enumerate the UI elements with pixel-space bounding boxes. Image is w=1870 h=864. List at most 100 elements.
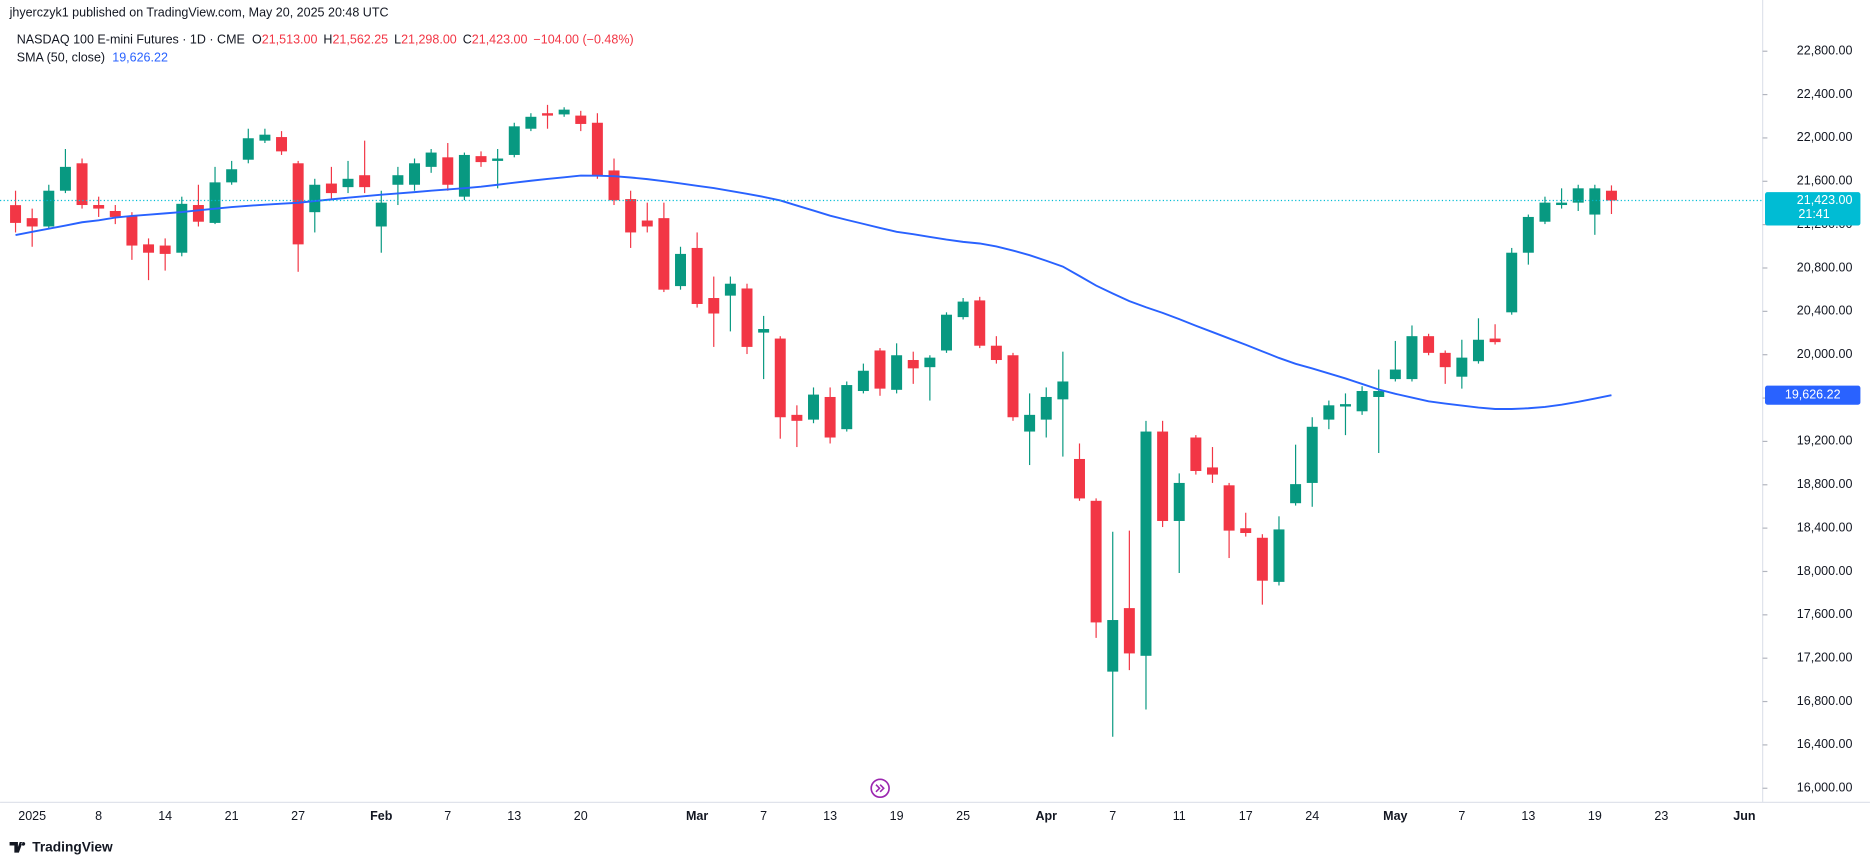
candle-body	[1522, 216, 1534, 253]
y-tick-label: 17,600.00	[1797, 607, 1853, 621]
candle-body	[891, 355, 903, 390]
x-tick-label: 2025	[18, 809, 46, 823]
candle-body	[874, 350, 886, 389]
ohlc-key: L	[394, 33, 401, 47]
x-tick-label: 25	[956, 809, 970, 823]
y-tick-label: 16,400.00	[1797, 737, 1853, 751]
event-icon[interactable]	[870, 778, 890, 799]
candle-body	[492, 158, 504, 161]
candle-body	[1123, 608, 1135, 654]
candle-body	[10, 205, 22, 223]
candle-body	[409, 163, 421, 185]
candle-body	[907, 360, 919, 369]
candle-body	[1190, 437, 1202, 472]
candle-body	[375, 202, 387, 227]
change: −104.00 (−0.48%)	[533, 33, 633, 47]
candle-body	[1406, 336, 1418, 380]
candle-body	[192, 205, 204, 222]
candle-body	[109, 210, 121, 217]
candle-body	[1589, 188, 1601, 215]
x-tick-label: 19	[890, 809, 904, 823]
candle-body	[59, 166, 71, 191]
brand-logo	[9, 841, 26, 853]
y-tick-label: 16,800.00	[1797, 694, 1853, 708]
legend-line: NASDAQ 100 E-mini Futures · 1D · CME O21,…	[17, 33, 634, 47]
x-tick-label: 21	[225, 809, 239, 823]
candle-body	[1173, 482, 1185, 521]
candle-body	[857, 370, 869, 392]
candle-body	[691, 247, 703, 304]
x-tick-label: 24	[1305, 809, 1319, 823]
x-tick-label: 13	[507, 809, 521, 823]
candle-body	[43, 190, 55, 227]
candle-body	[708, 298, 720, 314]
candle-body	[1356, 391, 1368, 412]
candle-body	[76, 163, 88, 206]
y-tick-label: 18,000.00	[1797, 564, 1853, 578]
y-tick-label: 16,000.00	[1797, 781, 1853, 795]
candle-body	[292, 163, 304, 245]
candle-body	[425, 152, 437, 167]
candle-body	[1389, 369, 1401, 380]
candle-body	[924, 357, 936, 368]
candle-body	[159, 245, 171, 254]
candle-body	[675, 253, 686, 287]
candle-body	[824, 396, 836, 438]
candle-body	[93, 205, 105, 209]
candle-body	[974, 300, 986, 346]
candle-body	[1107, 620, 1119, 672]
candle-body	[558, 109, 570, 115]
candle-body	[392, 175, 404, 185]
candle-body	[841, 385, 853, 430]
brand: TradingView	[32, 840, 113, 855]
candle-body	[325, 183, 337, 194]
ohlc-key: O	[252, 33, 262, 47]
candle-body	[1240, 528, 1252, 534]
x-tick-label: 7	[444, 809, 451, 823]
candle-body	[259, 134, 271, 141]
y-tick-label: 19,200.00	[1797, 434, 1853, 448]
candle-body	[575, 115, 587, 124]
candle-body	[1256, 537, 1268, 581]
logo-mark	[9, 841, 26, 853]
candle-body	[176, 203, 188, 253]
candle-body	[1206, 467, 1218, 475]
x-tick-label: 8	[95, 809, 102, 823]
x-tick-label: 20	[574, 809, 588, 823]
y-tick-label: 18,400.00	[1797, 520, 1853, 534]
candle-body	[508, 126, 520, 155]
last-price-label: 21,423.00	[1797, 193, 1853, 207]
candle-body	[658, 218, 670, 290]
candle-body	[758, 329, 770, 333]
candle-body	[1539, 202, 1551, 222]
candle-body	[242, 138, 254, 160]
y-tick-label: 22,000.00	[1797, 130, 1853, 144]
candle-body	[542, 113, 554, 116]
candle-body	[1423, 336, 1435, 353]
x-tick-label: 23	[1654, 809, 1668, 823]
candle-body	[1489, 338, 1501, 343]
candle-body	[591, 122, 603, 177]
chart-title: NASDAQ 100 E-mini Futures · 1D · CME	[17, 33, 245, 47]
candle-body	[226, 169, 238, 183]
candle-body	[724, 283, 736, 296]
last-price-box	[1765, 192, 1861, 226]
sma-line	[15, 174, 1612, 410]
sma-legend: SMA (50, close) 19,626.22	[17, 51, 168, 65]
y-tick-label: 17,200.00	[1797, 651, 1853, 665]
candle-body	[126, 215, 138, 246]
x-tick-label: 13	[1521, 809, 1535, 823]
x-tick-label: 7	[760, 809, 767, 823]
candle-body	[1290, 484, 1302, 504]
candle-body	[143, 244, 155, 253]
x-tick-label: May	[1383, 809, 1407, 823]
candle-body	[1373, 391, 1385, 397]
candle-body	[808, 394, 819, 420]
x-tick-label: 7	[1109, 809, 1116, 823]
candle-body	[791, 414, 803, 421]
sma-name: SMA (50, close)	[17, 51, 105, 65]
ohlc-value: 21,513.00	[262, 33, 318, 47]
